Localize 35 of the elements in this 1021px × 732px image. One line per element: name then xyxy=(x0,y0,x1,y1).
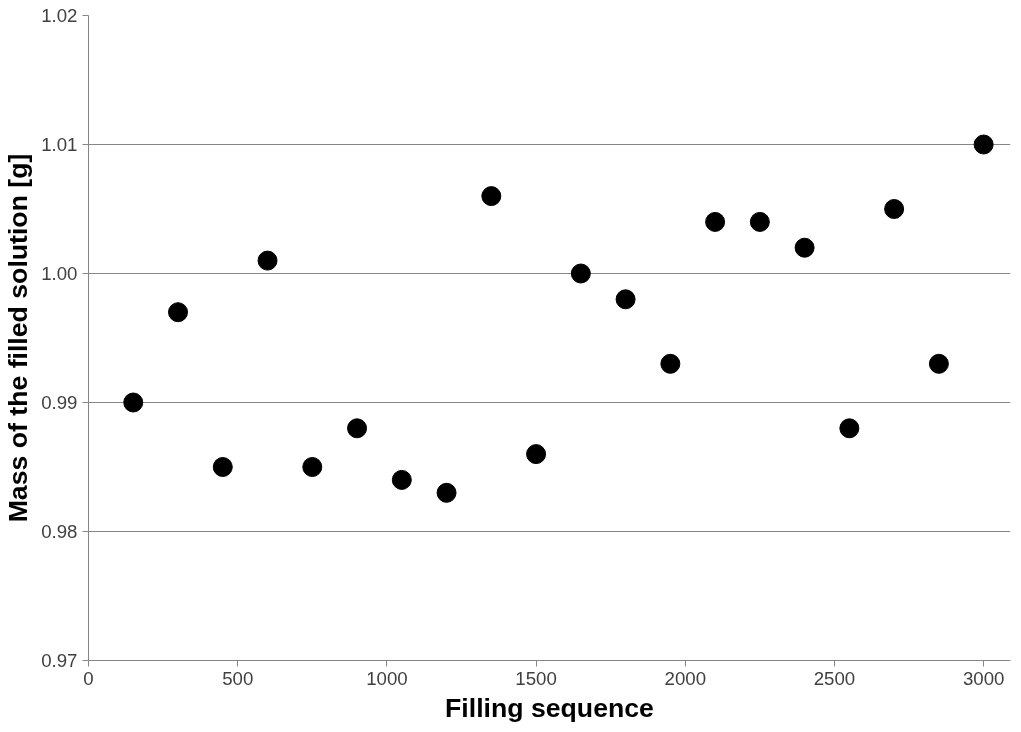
y-tick-label: 0.97 xyxy=(41,650,78,671)
y-axis-title: Mass of the filled solution [g] xyxy=(3,153,34,523)
point xyxy=(526,444,547,465)
point xyxy=(257,250,278,271)
point xyxy=(123,392,144,413)
point xyxy=(436,482,457,503)
point xyxy=(749,211,770,232)
point xyxy=(481,186,502,207)
point xyxy=(839,418,860,439)
point xyxy=(884,199,905,219)
point xyxy=(973,134,994,155)
y-tick-label: 1.00 xyxy=(41,263,78,284)
y-tick-label: 1.02 xyxy=(41,5,78,26)
point xyxy=(570,263,591,284)
x-tick-label: 2000 xyxy=(664,667,707,689)
point xyxy=(391,469,412,490)
point xyxy=(928,353,949,374)
point xyxy=(347,418,368,439)
x-tick-label: 500 xyxy=(222,667,254,689)
point xyxy=(794,237,815,258)
x-tick-label: 1500 xyxy=(515,667,557,689)
x-tick-label: 1000 xyxy=(366,667,408,689)
y-tick-label: 0.99 xyxy=(41,392,78,413)
y-tick-label: 1.01 xyxy=(41,134,78,155)
point xyxy=(212,457,233,477)
point xyxy=(615,289,636,310)
point xyxy=(168,302,189,323)
point xyxy=(660,353,681,374)
x-tick-label: 2500 xyxy=(813,667,856,689)
y-tick-label: 0.98 xyxy=(41,521,78,542)
x-tick-label: 3000 xyxy=(962,667,1005,689)
point xyxy=(705,211,726,232)
x-tick-label: 0 xyxy=(83,667,94,689)
point xyxy=(302,457,323,477)
x-axis-title: Filling sequence xyxy=(445,692,654,723)
